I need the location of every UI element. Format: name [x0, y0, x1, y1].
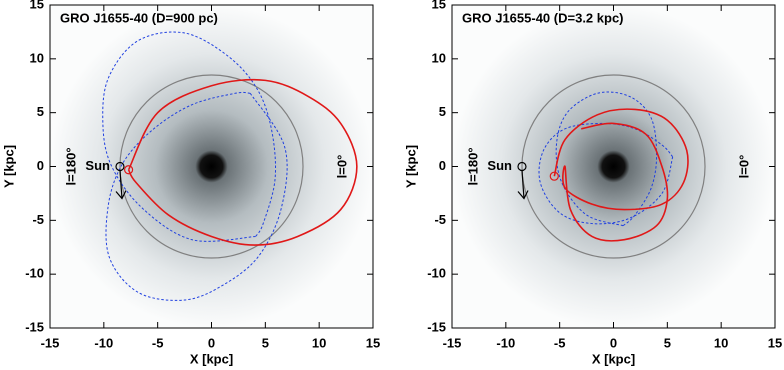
x-tick-label: 10 — [312, 335, 326, 350]
y-tick-label: 15 — [30, 0, 44, 11]
y-tick-label: 15 — [432, 0, 446, 11]
y-tick-label: 0 — [439, 158, 446, 173]
y-axis-label: Y [kpc] — [403, 145, 418, 188]
sun-velocity-arrowhead — [115, 190, 127, 200]
orbit — [553, 108, 689, 242]
longitude-label: l=0° — [736, 155, 751, 179]
x-tick-label: 10 — [714, 335, 728, 350]
x-tick-label: -10 — [94, 335, 113, 350]
longitude-label: l=0° — [334, 155, 349, 179]
y-tick-label: -15 — [25, 319, 44, 334]
x-tick-label: 15 — [366, 335, 380, 350]
y-tick-label: -5 — [434, 212, 446, 227]
x-axis-label: X [kpc] — [190, 351, 233, 366]
source-marker — [123, 165, 134, 175]
panel: Sun l=180° l=0° GRO J1655-40 (D=3.2 kpc) -15… — [403, 0, 782, 366]
x-tick-label: 0 — [610, 335, 617, 350]
solar-circle — [119, 74, 304, 259]
y-tick-label: -10 — [25, 266, 44, 281]
galaxy-disk — [50, 5, 373, 328]
sun-marker — [115, 161, 125, 172]
y-tick-label: -5 — [32, 212, 44, 227]
galaxy-disk — [452, 5, 775, 328]
sun-velocity — [521, 170, 525, 199]
plot-area: Sun l=180° l=0° GRO J1655-40 (D=3.2 kpc) — [452, 5, 775, 328]
y-tick-label: 10 — [432, 50, 446, 65]
x-axis-label: X [kpc] — [592, 351, 635, 366]
panel-title: GRO J1655-40 (D=3.2 kpc) — [462, 10, 624, 25]
x-tick-label: -10 — [496, 335, 515, 350]
orbit — [127, 78, 358, 246]
y-tick-label: -15 — [427, 319, 446, 334]
x-tick-label: 5 — [664, 335, 671, 350]
solar-circle — [521, 74, 706, 259]
x-tick-label: 15 — [768, 335, 782, 350]
y-axis-label: Y [kpc] — [1, 145, 16, 188]
y-tick-label: 0 — [37, 158, 44, 173]
panel-title: GRO J1655-40 (D=900 pc) — [60, 10, 218, 25]
y-tick-label: -10 — [427, 266, 446, 281]
sun-velocity — [119, 170, 123, 199]
source-marker — [549, 171, 559, 181]
plot-area: Sun l=180° l=0° GRO J1655-40 (D=900 pc) — [50, 5, 373, 328]
orbit — [102, 31, 288, 301]
y-tick-label: 10 — [30, 50, 44, 65]
x-tick-label: -15 — [41, 335, 60, 350]
y-tick-label: 5 — [439, 104, 446, 119]
longitude-label: l=180° — [63, 147, 78, 185]
sun-label: Sun — [85, 158, 110, 173]
x-tick-label: -15 — [443, 335, 462, 350]
sun-velocity-arrowhead — [517, 190, 529, 200]
sun-marker — [517, 161, 527, 172]
y-tick-label: 5 — [37, 104, 44, 119]
x-tick-label: 5 — [262, 335, 269, 350]
x-tick-label: -5 — [152, 335, 164, 350]
sun-label: Sun — [487, 158, 512, 173]
x-tick-label: 0 — [208, 335, 215, 350]
longitude-label: l=180° — [465, 147, 480, 185]
x-tick-label: -5 — [554, 335, 566, 350]
